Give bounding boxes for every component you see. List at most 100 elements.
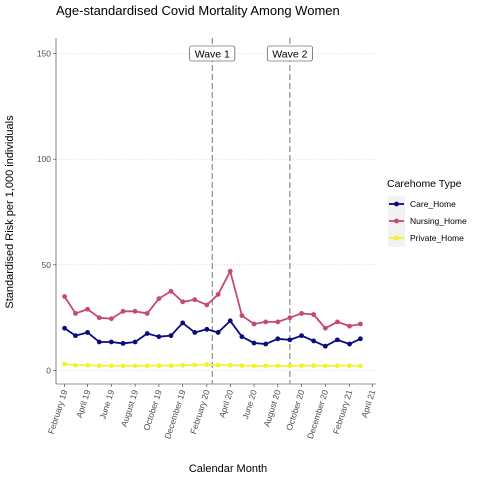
- data-point: [120, 308, 126, 314]
- data-point: [347, 341, 352, 347]
- data-point: [311, 312, 317, 317]
- wave-label: Wave 2: [272, 49, 307, 61]
- chart-title: Age-standardised Covid Mortality Among W…: [56, 3, 340, 18]
- data-point: [322, 343, 328, 349]
- data-point: [275, 319, 281, 325]
- data-point: [227, 318, 233, 324]
- data-point: [299, 311, 304, 316]
- x-tick-label: August 19: [119, 388, 140, 428]
- wave-markers: Wave 1 Wave 2: [189, 38, 313, 384]
- data-point: [347, 363, 352, 369]
- data-point: [204, 302, 210, 308]
- wave-label-box: [189, 45, 236, 62]
- data-point: [192, 362, 198, 368]
- data-point: [239, 313, 245, 318]
- data-point: [204, 326, 210, 332]
- axes: [53, 38, 376, 387]
- data-point: [96, 363, 102, 369]
- data-point: [251, 340, 257, 346]
- x-tick-label: June 20: [240, 388, 259, 420]
- data-point: [215, 362, 221, 368]
- data-point: [311, 363, 317, 369]
- legend-title: Carehome Type: [387, 178, 462, 190]
- legend-label: Private_Home: [410, 233, 464, 243]
- wave-label-box: [266, 45, 313, 62]
- data-point: [156, 363, 162, 369]
- data-point: [227, 268, 233, 274]
- data-point: [275, 363, 281, 369]
- data-point: [358, 336, 363, 342]
- data-point: [322, 363, 328, 369]
- data-point: [108, 339, 114, 345]
- y-tick-label: 0: [46, 366, 51, 376]
- legend-label: Care_Home: [410, 199, 456, 209]
- x-tick-label: February 19: [46, 388, 70, 435]
- data-point: [287, 363, 293, 369]
- data-point: [358, 321, 363, 327]
- data-point: [62, 361, 67, 367]
- data-point: [335, 363, 340, 369]
- data-point: [132, 363, 138, 369]
- data-point: [144, 363, 150, 369]
- data-point: [275, 336, 281, 342]
- data-point: [168, 333, 174, 339]
- data-point: [168, 288, 174, 294]
- data-point: [335, 337, 340, 343]
- data-point: [263, 363, 269, 369]
- series-line-care-home: [64, 319, 361, 348]
- data-point: [180, 362, 186, 368]
- data-point: [263, 341, 269, 347]
- data-point: [204, 362, 210, 367]
- data-point: [287, 315, 293, 321]
- data-point: [239, 363, 245, 369]
- x-tick-label: August 20: [261, 388, 282, 428]
- data-point: [132, 339, 138, 345]
- data-point: [227, 362, 233, 368]
- data-point: [335, 319, 340, 325]
- data-point: [311, 338, 317, 344]
- data-point: [62, 294, 67, 299]
- data-point: [144, 311, 150, 316]
- data-point: [322, 325, 328, 331]
- data-point: [85, 306, 90, 312]
- x-tick-label: December 20: [305, 388, 330, 440]
- data-point: [73, 311, 78, 316]
- data-point: [192, 297, 198, 303]
- wave-label: Wave 1: [195, 49, 230, 61]
- data-point: [62, 325, 67, 331]
- series-layer: [62, 268, 363, 369]
- legend: Carehome Type Care_Home Nursing_Home Privat…: [387, 178, 467, 247]
- data-point: [132, 308, 138, 314]
- legend-label: Nursing_Home: [410, 216, 467, 226]
- data-point: [251, 321, 257, 327]
- data-point: [108, 363, 114, 369]
- data-point: [96, 339, 102, 345]
- y-axis-title: Standardised Risk per 1,000 individuals: [4, 115, 16, 309]
- data-point: [156, 296, 162, 302]
- data-point: [192, 330, 198, 335]
- x-tick-label: June 19: [97, 388, 116, 420]
- x-tick-label: December 19: [162, 388, 187, 440]
- y-tick-label: 150: [37, 49, 51, 59]
- data-point: [215, 292, 221, 297]
- data-point: [299, 363, 304, 369]
- data-point: [251, 363, 257, 369]
- x-tick-label: October 19: [141, 388, 164, 431]
- data-point: [263, 319, 269, 325]
- grid-lines: [56, 53, 376, 371]
- y-tick-label: 100: [37, 154, 51, 164]
- legend-key-point: [394, 201, 399, 207]
- legend-key-point: [394, 218, 399, 224]
- data-point: [120, 341, 126, 346]
- x-tick-label: April 21: [359, 388, 378, 419]
- data-point: [120, 363, 126, 369]
- legend-key-point: [394, 235, 399, 241]
- data-point: [347, 323, 352, 329]
- data-point: [85, 330, 90, 335]
- x-tick-label: April 20: [217, 388, 236, 419]
- data-point: [73, 362, 78, 368]
- data-point: [73, 333, 78, 339]
- y-tick-label: 50: [42, 260, 52, 270]
